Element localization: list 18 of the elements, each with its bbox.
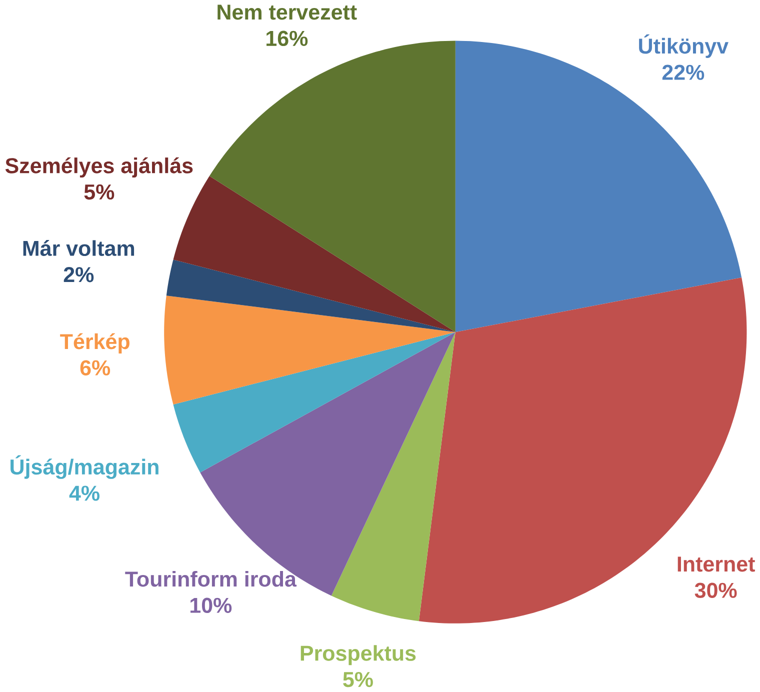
data-label: 30% bbox=[694, 582, 737, 598]
slice-label: Nem tervezett bbox=[218, 4, 357, 20]
data-label: 6% bbox=[80, 360, 110, 376]
slice-label: Útikönyv bbox=[639, 34, 728, 58]
data-label: 2% bbox=[64, 267, 94, 282]
slice-label: Személyes ajánlás bbox=[5, 157, 193, 178]
data-label: 16% bbox=[266, 30, 308, 46]
slice-label: Térkép bbox=[60, 333, 130, 354]
data-label: 22% bbox=[662, 64, 704, 80]
data-label: 5% bbox=[343, 672, 373, 688]
slice-label: Újság/magazin bbox=[10, 455, 158, 479]
slice-label: Már voltam bbox=[23, 240, 134, 256]
slice-label: Tourinform iroda bbox=[125, 570, 297, 587]
slice-label: Internet bbox=[678, 556, 755, 572]
data-label: 4% bbox=[69, 486, 100, 501]
data-label: 10% bbox=[190, 598, 232, 614]
data-label: 5% bbox=[84, 184, 114, 200]
slice-label: Prospektus bbox=[300, 645, 416, 666]
